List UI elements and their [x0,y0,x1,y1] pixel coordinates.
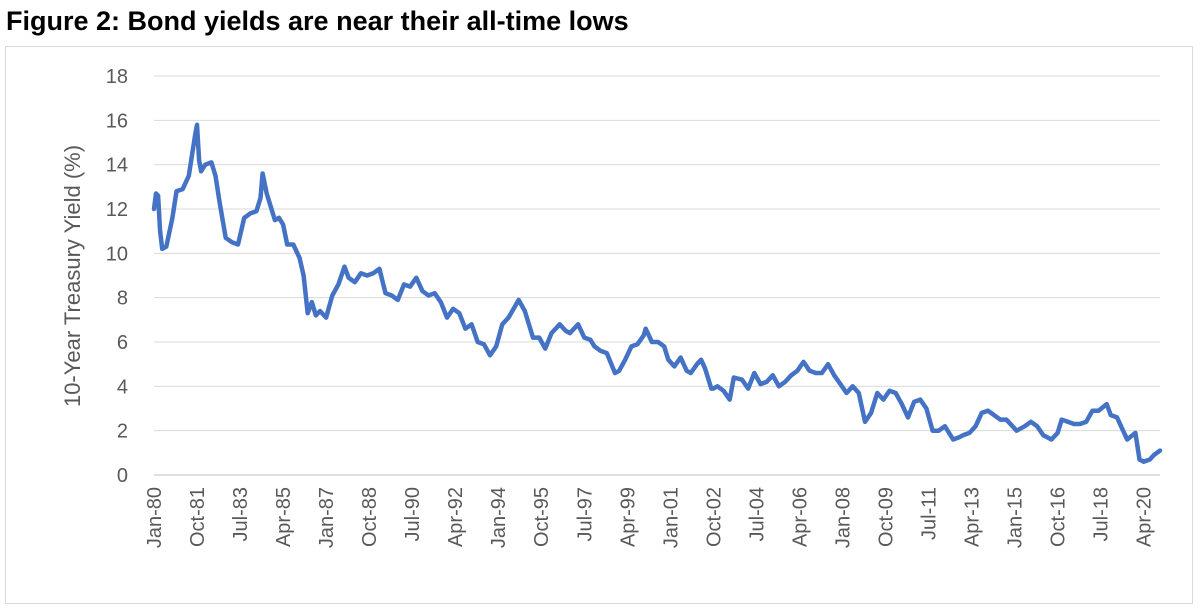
x-tick-label: Apr-92 [445,487,467,547]
chart-frame [5,46,1193,604]
x-tick-label: Apr-13 [962,487,984,547]
x-tick-label: Oct-16 [1048,487,1070,547]
y-tick-label: 6 [117,332,128,354]
x-tick-label: Apr-20 [1134,487,1156,547]
y-tick-label: 0 [117,465,128,487]
chart-title: Figure 2: Bond yields are near their all… [6,6,629,36]
x-tick-label: Oct-95 [531,487,553,547]
y-tick-label: 8 [117,288,128,310]
y-tick-label: 2 [117,421,128,443]
x-tick-label: Oct-02 [703,487,725,547]
x-tick-label: Apr-85 [273,487,295,547]
x-tick-label: Oct-09 [875,487,897,547]
x-tick-label: Jul-04 [746,487,768,541]
x-tick-label: Jul-11 [918,487,940,540]
x-tick-label: Jul-18 [1091,487,1113,541]
x-tick-label: Jan-87 [316,487,338,548]
x-tick-label: Jan-08 [832,487,854,548]
y-tick-label: 18 [106,66,128,88]
x-tick-label: Jul-97 [574,487,596,541]
x-tick-labels: Jan-80 Oct-81 Jul-83 Apr-85 Jan-87 Oct-88 Jul-… [144,487,1156,548]
x-tick-label: Jul-83 [230,487,252,541]
y-tick-labels: 0 2 4 6 8 10 12 14 16 18 [106,66,128,487]
series-line [151,122,1163,464]
x-tick-label: Jan-80 [144,487,166,548]
gridlines [154,75,1160,476]
x-tick-label: Oct-88 [359,487,381,547]
y-tick-label: 10 [106,243,128,265]
x-tick-label: Oct-81 [187,487,209,547]
series-group [151,122,1163,464]
x-tick-label: Jan-15 [1005,487,1027,548]
y-tick-label: 12 [106,199,128,221]
y-tick-label: 14 [106,155,128,177]
y-tick-label: 4 [117,376,128,398]
x-tick-label: Jul-90 [402,487,424,541]
x-tick-label: Jan-01 [660,487,682,548]
x-tick-label: Apr-99 [617,487,639,547]
y-tick-label: 16 [106,110,128,132]
y-axis-label: 10-Year Treasury Yield (%) [60,145,85,407]
x-tick-label: Jan-94 [488,487,510,548]
x-tick-label: Apr-06 [789,487,811,547]
